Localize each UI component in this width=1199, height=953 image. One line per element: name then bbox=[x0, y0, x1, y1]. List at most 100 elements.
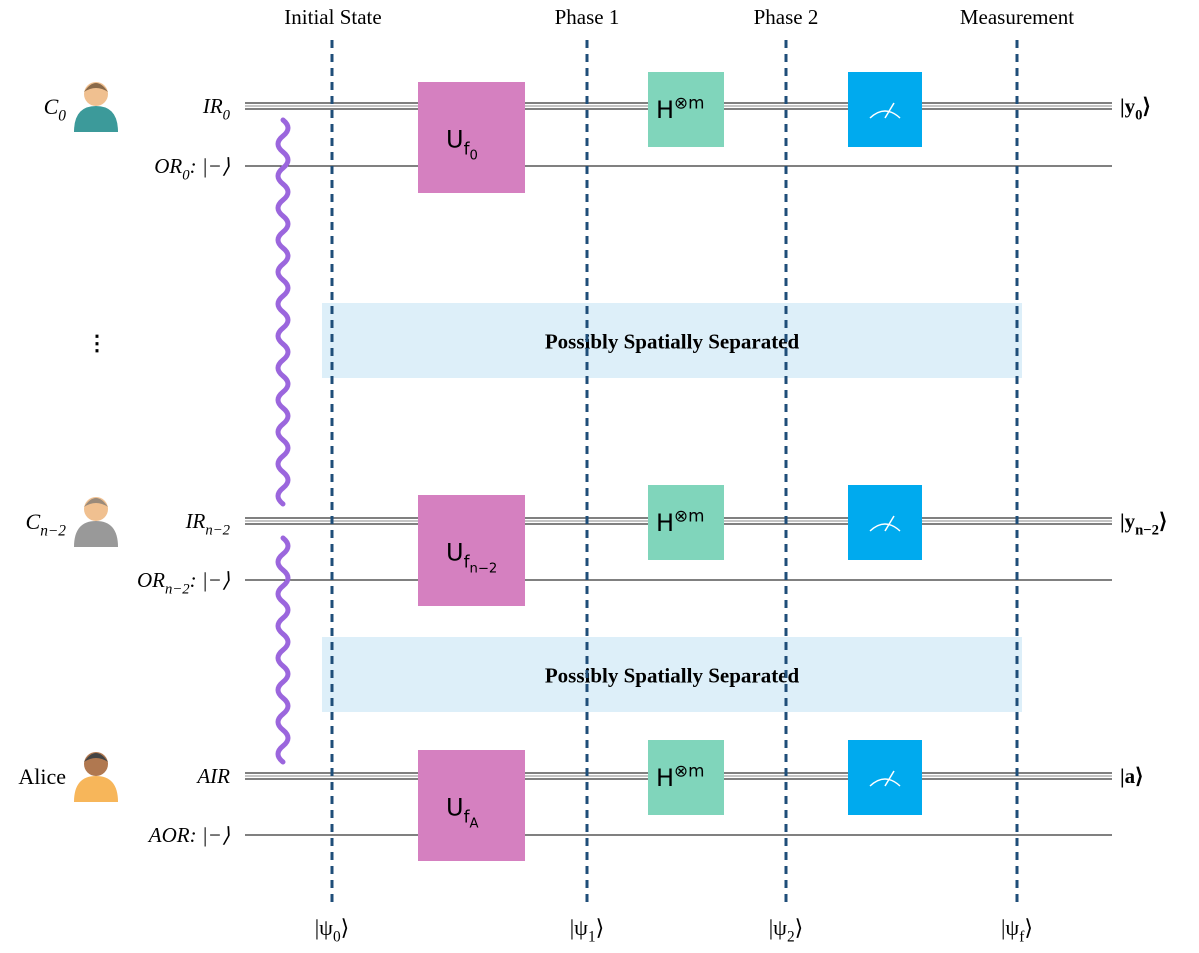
text: Alice bbox=[18, 764, 66, 789]
label: C0 bbox=[44, 94, 67, 125]
meter-arc bbox=[869, 523, 901, 532]
phase-label: Phase 2 bbox=[754, 5, 819, 29]
measurement-gate bbox=[848, 72, 922, 147]
oracle-gate bbox=[418, 750, 525, 861]
text: |a⟩ bbox=[1120, 764, 1143, 788]
suffix: : |−⟩ bbox=[190, 568, 230, 592]
label: IRn−2 bbox=[185, 509, 231, 538]
sub: f bbox=[464, 807, 471, 827]
text: U bbox=[446, 794, 464, 822]
text: |y bbox=[1120, 94, 1136, 118]
text: U bbox=[446, 539, 464, 567]
subsub: n−2 bbox=[470, 562, 498, 577]
label: IR0 bbox=[202, 94, 231, 123]
suffix: : |−⟩ bbox=[190, 823, 230, 847]
sub: 0 bbox=[333, 929, 341, 946]
text: |ψ bbox=[1001, 915, 1019, 940]
label: |a⟩ bbox=[1120, 764, 1143, 788]
label: AOR: |−⟩ bbox=[147, 823, 230, 847]
subsub: 0 bbox=[470, 149, 478, 164]
label: UfA bbox=[446, 794, 479, 832]
oracle-gate bbox=[418, 495, 525, 606]
person-hair bbox=[84, 83, 108, 92]
meter-arc bbox=[869, 778, 901, 787]
label: |ψ1⟩ bbox=[570, 915, 604, 946]
hadamard-gate bbox=[648, 740, 724, 815]
sub: n−2 bbox=[1135, 522, 1159, 538]
measurement-gate bbox=[848, 485, 922, 560]
separator-band bbox=[322, 303, 1022, 378]
phase-label: Phase 1 bbox=[555, 5, 620, 29]
text: IR bbox=[185, 509, 206, 533]
person-hair bbox=[84, 498, 108, 507]
phase-label: Initial State bbox=[284, 5, 381, 29]
text: C bbox=[44, 94, 59, 119]
text: |ψ bbox=[315, 915, 333, 940]
sub: 0 bbox=[182, 167, 190, 183]
meter-needle bbox=[884, 515, 895, 532]
sub: n−2 bbox=[205, 522, 230, 538]
text: |y bbox=[1120, 509, 1136, 533]
person-hair bbox=[84, 753, 108, 762]
suffix: ⟩ bbox=[341, 915, 350, 940]
suffix: ⟩ bbox=[1159, 509, 1167, 533]
text: OR bbox=[154, 154, 182, 178]
label: Cn−2 bbox=[26, 509, 67, 540]
label: AIR bbox=[195, 764, 230, 788]
meter-needle bbox=[884, 102, 895, 119]
label: H⊗m bbox=[656, 760, 704, 792]
label: Alice bbox=[18, 764, 66, 789]
text: C bbox=[26, 509, 41, 534]
sub: 0 bbox=[1135, 107, 1142, 123]
ellipsis: ⋮ bbox=[87, 331, 108, 355]
text: H bbox=[656, 96, 674, 124]
text: IR bbox=[202, 94, 223, 118]
meter-needle bbox=[884, 770, 895, 787]
label: |ψ0⟩ bbox=[315, 915, 349, 946]
label: ORn−2: |−⟩ bbox=[137, 568, 230, 597]
text: U bbox=[446, 126, 464, 154]
label: |y0⟩ bbox=[1120, 94, 1151, 123]
sub: f bbox=[464, 139, 471, 159]
measurement-gate bbox=[848, 740, 922, 815]
subsub: A bbox=[470, 817, 479, 832]
oracle-gate bbox=[418, 82, 525, 193]
sup: ⊗m bbox=[674, 760, 704, 780]
phase-label: Measurement bbox=[960, 5, 1074, 29]
sub: f bbox=[1019, 929, 1025, 946]
person-body bbox=[74, 106, 118, 132]
meter-arc bbox=[869, 110, 901, 119]
sup: ⊗m bbox=[674, 505, 704, 525]
label: |ψ2⟩ bbox=[769, 915, 803, 946]
label: |yn−2⟩ bbox=[1120, 509, 1167, 538]
separator-label: Possibly Spatially Separated bbox=[545, 330, 800, 354]
label: H⊗m bbox=[656, 505, 704, 537]
suffix: ⟩ bbox=[1024, 915, 1033, 940]
text: OR bbox=[137, 568, 165, 592]
entanglement bbox=[275, 117, 291, 507]
label: H⊗m bbox=[656, 92, 704, 124]
hadamard-gate bbox=[648, 485, 724, 560]
label: |ψf⟩ bbox=[1001, 915, 1033, 946]
label: Ufn−2 bbox=[446, 539, 497, 577]
separator-label: Possibly Spatially Separated bbox=[545, 664, 800, 688]
text: |ψ bbox=[570, 915, 588, 940]
separator-band bbox=[322, 637, 1022, 712]
label: Uf0 bbox=[446, 126, 478, 164]
sup: ⊗m bbox=[674, 92, 704, 112]
text: AOR bbox=[147, 823, 190, 847]
suffix: ⟩ bbox=[596, 915, 605, 940]
sub: f bbox=[464, 552, 471, 572]
sub: n−2 bbox=[40, 523, 66, 540]
suffix: ⟩ bbox=[1142, 94, 1150, 118]
sub: n−2 bbox=[165, 581, 190, 597]
entanglement bbox=[275, 535, 291, 765]
text: |ψ bbox=[769, 915, 787, 940]
suffix: ⟩ bbox=[795, 915, 804, 940]
sub: 0 bbox=[58, 108, 66, 125]
sub: 1 bbox=[588, 929, 596, 946]
person-body bbox=[74, 776, 118, 802]
sub: 0 bbox=[223, 107, 231, 123]
text: AIR bbox=[195, 764, 230, 788]
text: H bbox=[656, 764, 674, 792]
